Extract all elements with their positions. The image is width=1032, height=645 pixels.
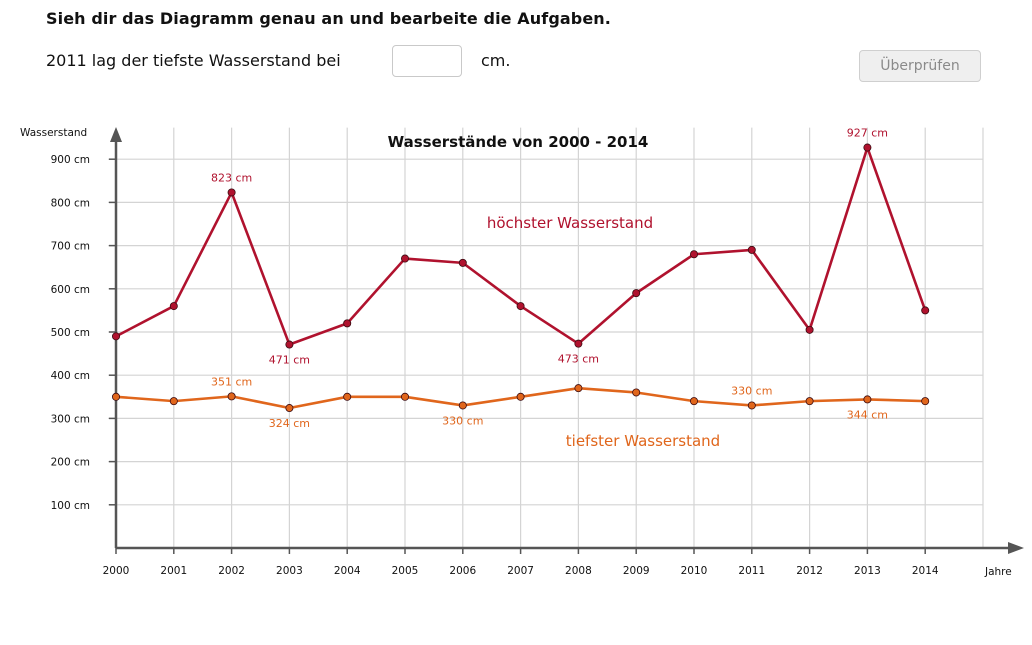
y-tick-label: 100 cm xyxy=(51,500,90,512)
data-point-high xyxy=(400,254,409,263)
y-tick-label: 200 cm xyxy=(51,457,90,469)
data-label-low: 324 cm xyxy=(269,417,310,430)
data-labels: 823 cm 471 cm 473 cm 927 cm 351 cm 324 cm 330 … xyxy=(211,127,888,430)
data-point-high xyxy=(285,340,294,349)
data-point-high xyxy=(747,245,756,254)
data-point-high xyxy=(343,319,352,328)
x-axis-label: Jahre xyxy=(984,566,1012,578)
x-tick-label: 2013 xyxy=(854,565,881,577)
data-point-low xyxy=(747,401,756,410)
data-point-low xyxy=(690,397,699,406)
data-label-high: 471 cm xyxy=(269,354,310,367)
y-tick-label: 300 cm xyxy=(51,413,90,425)
data-point-low xyxy=(343,392,352,401)
data-point-high xyxy=(169,302,178,311)
data-point-low xyxy=(169,397,178,406)
y-tick-label: 400 cm xyxy=(51,370,90,382)
y-tick-label: 500 cm xyxy=(51,327,90,339)
data-point-low xyxy=(574,384,583,393)
x-tick-label: 2009 xyxy=(623,565,650,577)
series-label-high: höchster Wasserstand xyxy=(487,214,653,232)
data-point-low xyxy=(516,392,525,401)
data-point-high xyxy=(921,306,930,315)
unit-label: cm. xyxy=(481,51,511,70)
y-tick-label: 800 cm xyxy=(51,197,90,209)
data-point-low xyxy=(285,404,294,413)
y-tick-label: 700 cm xyxy=(51,241,90,253)
chart-title: Wasserstände von 2000 - 2014 xyxy=(388,133,649,151)
x-tick-label: 2000 xyxy=(103,565,130,577)
data-label-high: 823 cm xyxy=(211,171,252,184)
data-label-high: 473 cm xyxy=(558,353,599,366)
series-label-low: tiefster Wasserstand xyxy=(566,432,720,450)
x-axis-arrow xyxy=(1008,542,1024,554)
data-point-low xyxy=(921,397,930,406)
x-tick-label: 2010 xyxy=(681,565,708,577)
data-point-high xyxy=(574,339,583,348)
y-axis-label: Wasserstand xyxy=(20,127,87,139)
data-label-low: 351 cm xyxy=(211,375,252,388)
data-point-high xyxy=(516,302,525,311)
x-tick-label: 2012 xyxy=(796,565,823,577)
data-point-low xyxy=(400,392,409,401)
series-lines xyxy=(112,143,930,413)
data-label-low: 344 cm xyxy=(847,408,888,421)
data-point-high xyxy=(863,143,872,152)
data-point-low xyxy=(227,392,236,401)
data-point-high xyxy=(632,289,641,298)
data-label-low: 330 cm xyxy=(731,384,772,397)
data-point-low xyxy=(805,397,814,406)
data-point-low xyxy=(632,388,641,397)
x-tick-label: 2007 xyxy=(507,565,534,577)
x-tick-label: 2008 xyxy=(565,565,592,577)
data-point-high xyxy=(805,325,814,334)
task-instruction: Sieh dir das Diagramm genau an und bearb… xyxy=(46,9,611,28)
x-tick-label: 2005 xyxy=(392,565,419,577)
x-tick-label: 2003 xyxy=(276,565,303,577)
data-point-low xyxy=(458,401,467,410)
data-point-low xyxy=(112,392,121,401)
y-tick-labels: 100 cm 200 cm 300 cm 400 cm 500 cm 600 cm 700 … xyxy=(51,154,90,512)
x-tick-label: 2014 xyxy=(912,565,939,577)
x-tick-label: 2002 xyxy=(218,565,245,577)
data-point-high xyxy=(458,258,467,267)
y-tick-label: 900 cm xyxy=(51,154,90,166)
check-button[interactable]: Überprüfen xyxy=(859,50,981,82)
data-label-high: 927 cm xyxy=(847,127,888,140)
answer-input[interactable] xyxy=(392,45,462,77)
x-tick-label: 2011 xyxy=(738,565,765,577)
data-label-low: 330 cm xyxy=(442,414,483,427)
axes xyxy=(109,127,1024,554)
x-tick-label: 2006 xyxy=(449,565,476,577)
x-tick-label: 2004 xyxy=(334,565,361,577)
y-axis-arrow xyxy=(110,127,122,142)
data-point-high xyxy=(227,188,236,197)
data-point-high xyxy=(690,250,699,259)
question-text: 2011 lag der tiefste Wasserstand bei xyxy=(46,51,341,70)
data-point-high xyxy=(112,332,121,341)
grid-lines xyxy=(108,127,984,548)
x-tick-label: 2001 xyxy=(160,565,187,577)
data-point-low xyxy=(863,395,872,404)
y-tick-label: 600 cm xyxy=(51,284,90,296)
x-tick-labels: 2000 2001 2002 2003 2004 2005 2006 2007 2008 2009… xyxy=(103,565,939,577)
